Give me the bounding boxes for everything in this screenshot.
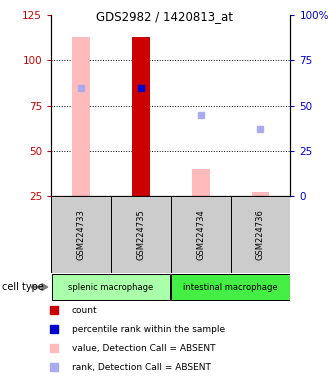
Text: GSM224733: GSM224733 xyxy=(77,209,85,260)
Bar xyxy=(111,196,171,273)
Text: value, Detection Call = ABSENT: value, Detection Call = ABSENT xyxy=(72,344,215,353)
Text: GSM224735: GSM224735 xyxy=(136,209,146,260)
Bar xyxy=(251,192,270,196)
Text: count: count xyxy=(72,306,97,315)
Bar xyxy=(132,37,150,196)
Text: GSM224736: GSM224736 xyxy=(256,209,265,260)
Text: GDS2982 / 1420813_at: GDS2982 / 1420813_at xyxy=(96,10,234,23)
Text: splenic macrophage: splenic macrophage xyxy=(68,283,153,291)
Text: percentile rank within the sample: percentile rank within the sample xyxy=(72,325,225,334)
Text: intestinal macrophage: intestinal macrophage xyxy=(183,283,278,291)
Bar xyxy=(72,37,90,196)
Bar xyxy=(52,274,170,300)
Bar xyxy=(192,169,210,196)
Bar xyxy=(51,196,111,273)
Bar xyxy=(171,196,231,273)
Text: GSM224734: GSM224734 xyxy=(196,209,205,260)
Bar xyxy=(171,274,290,300)
Text: cell type: cell type xyxy=(2,282,44,292)
Bar xyxy=(231,196,290,273)
Text: rank, Detection Call = ABSENT: rank, Detection Call = ABSENT xyxy=(72,363,211,372)
